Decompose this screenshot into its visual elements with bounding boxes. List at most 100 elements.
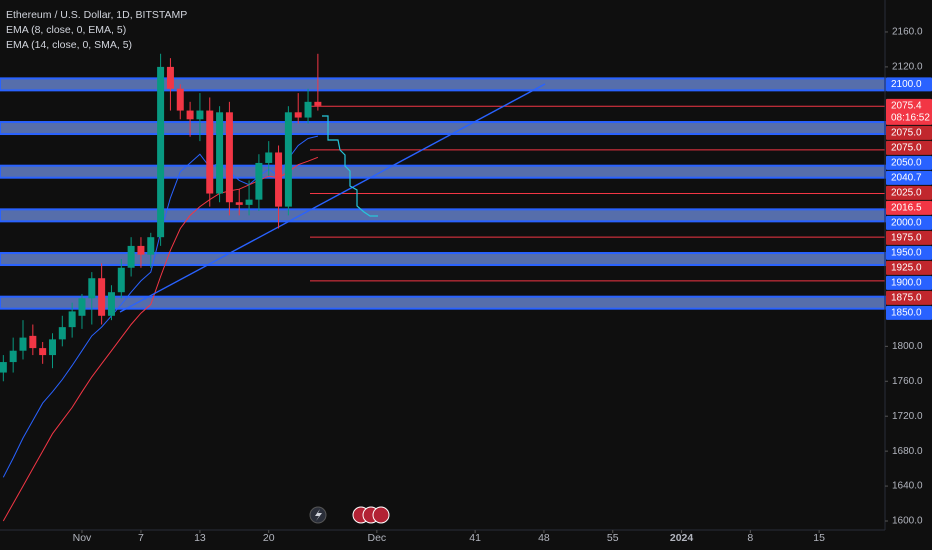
price-tag-label: 1975.0: [891, 232, 922, 243]
y-tick-label: 1680.0: [892, 446, 923, 457]
price-tag-label: 2040.7: [891, 172, 922, 183]
x-tick-label: 8: [747, 532, 753, 544]
x-tick-label: 55: [607, 532, 619, 544]
price-tag-label: 2075.0: [891, 127, 922, 138]
price-tag-label: 2075.0: [891, 142, 922, 153]
candle-body: [157, 66, 165, 238]
price-tag: [886, 200, 932, 215]
x-tick-label: 2024: [670, 532, 694, 544]
x-tick-label: 41: [469, 532, 481, 544]
price-tag: [886, 290, 932, 305]
price-tag-label: 1950.0: [891, 247, 922, 258]
axes: 2160.0 2120.0 1800.0 1760.0 1720.0 1680.0 1640…: [73, 27, 923, 544]
candle-body: [0, 362, 7, 373]
candle-body: [176, 88, 184, 111]
price-tag: [886, 77, 932, 92]
indicator-legend: EMA (14, close, 0, SMA, 5): [6, 39, 132, 51]
price-tag: [886, 245, 932, 260]
x-tick-label: Nov: [73, 532, 92, 544]
zone-band: [0, 121, 886, 136]
indicator-legend: EMA (8, close, 0, EMA, 5): [6, 24, 126, 36]
candle-body: [284, 112, 292, 207]
x-tick-label: 20: [263, 532, 275, 544]
price-tag: [886, 155, 932, 170]
price-tag: [886, 230, 932, 245]
y-tick-label: 2120.0: [892, 62, 923, 73]
price-tag: [886, 98, 932, 125]
event-icon-bolt: [315, 509, 322, 521]
candle-body: [58, 327, 66, 340]
candle-body: [19, 337, 27, 351]
price-tag-label: 1850.0: [891, 307, 922, 318]
zone-band: [0, 208, 886, 223]
x-tick-label: 13: [194, 532, 206, 544]
candle-body: [265, 152, 273, 163]
candle-body: [9, 350, 17, 363]
trend-line: [119, 83, 546, 313]
candle-body: [206, 110, 214, 194]
price-tag: [886, 140, 932, 155]
y-tick-label: 1800.0: [892, 341, 923, 352]
price-tag-label: 1875.0: [891, 292, 922, 303]
candle-body: [225, 112, 233, 203]
price-tags: 2100.0 2075.408:16:52 2075.0 2075.0 2050.0 20…: [886, 77, 932, 320]
price-tag: [886, 275, 932, 290]
candle-body: [275, 152, 283, 207]
candle-body: [255, 162, 263, 200]
price-tag: [886, 170, 932, 185]
price-tag-label: 1900.0: [891, 277, 922, 288]
price-tag: [886, 305, 932, 320]
candle-body: [216, 112, 224, 194]
candle-body: [39, 348, 47, 356]
x-tick-label: 7: [138, 532, 144, 544]
price-tag-label: 2100.0: [891, 79, 922, 90]
price-tag-label: 2075.4: [891, 100, 922, 111]
candle-body: [98, 278, 106, 316]
candle-body: [137, 245, 145, 255]
candles: [0, 53, 322, 382]
candle-body: [107, 292, 115, 316]
zone-band: [0, 77, 886, 92]
y-tick-label: 1640.0: [892, 481, 923, 492]
event-icon: [372, 506, 390, 524]
x-tick-label: 15: [813, 532, 825, 544]
price-tag: [886, 215, 932, 230]
price-tag-label: 2000.0: [891, 217, 922, 228]
price-tag: [886, 260, 932, 275]
candle-body: [68, 311, 76, 328]
zone-band: [0, 164, 886, 179]
x-tick-label: 48: [538, 532, 550, 544]
price-tag-label: 2016.5: [891, 202, 922, 213]
candle-body: [304, 101, 312, 118]
candle-body: [186, 110, 194, 120]
candle-body: [147, 237, 155, 255]
candle-body: [294, 112, 302, 118]
zone-band: [0, 295, 886, 310]
candle-body: [48, 339, 56, 356]
price-tag-label: 1925.0: [891, 262, 922, 273]
y-tick-label: 1600.0: [892, 516, 923, 527]
event-icons: [309, 506, 390, 524]
ema-line: [2, 156, 319, 522]
candle-body: [314, 101, 322, 106]
price-tag: [886, 185, 932, 200]
chart-title: Ethereum / U.S. Dollar, 1D, BITSTAMP: [6, 9, 187, 21]
candle-body: [166, 66, 174, 89]
price-tag-label: 2025.0: [891, 187, 922, 198]
price-tag: [886, 125, 932, 140]
x-tick-label: Dec: [367, 532, 386, 544]
candle-body: [127, 245, 135, 268]
y-tick-label: 1720.0: [892, 411, 923, 422]
levels: [310, 105, 885, 282]
price-tag-label: 2050.0: [891, 157, 922, 168]
y-tick-label: 1760.0: [892, 376, 923, 387]
y-tick-label: 2160.0: [892, 27, 923, 38]
candle-body: [29, 335, 37, 349]
price-tag-countdown: 08:16:52: [891, 112, 930, 123]
candle-body: [88, 278, 96, 299]
candle-body: [117, 267, 125, 293]
projection-path: [322, 115, 378, 217]
